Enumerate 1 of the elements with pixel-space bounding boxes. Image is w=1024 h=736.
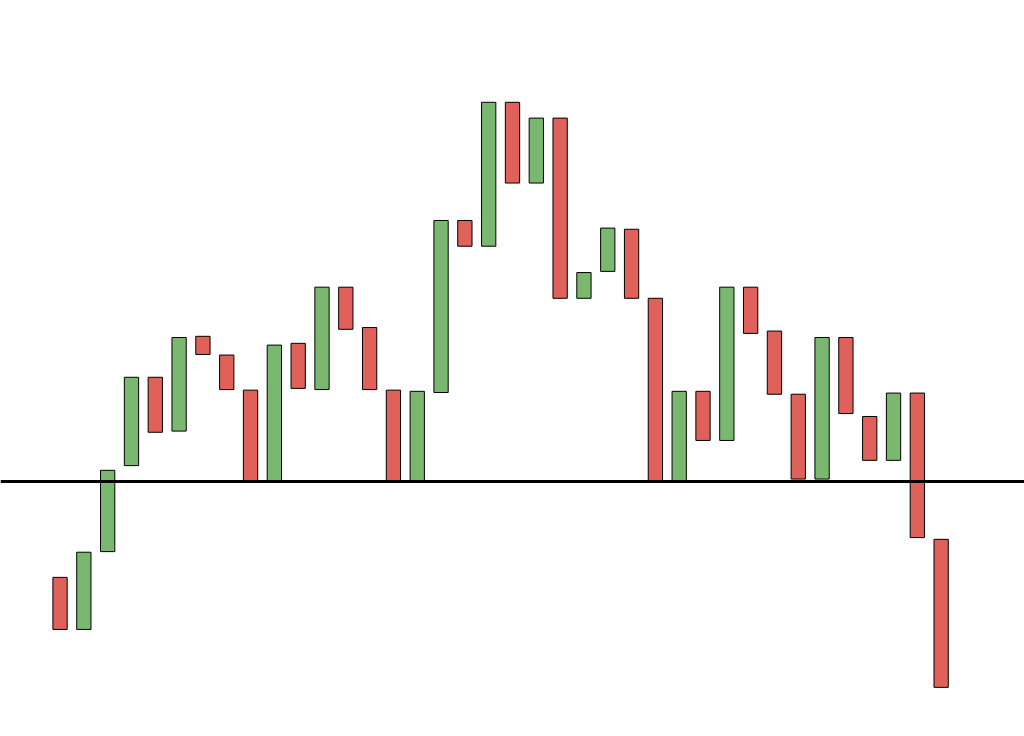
candlestick — [195, 335, 211, 355]
